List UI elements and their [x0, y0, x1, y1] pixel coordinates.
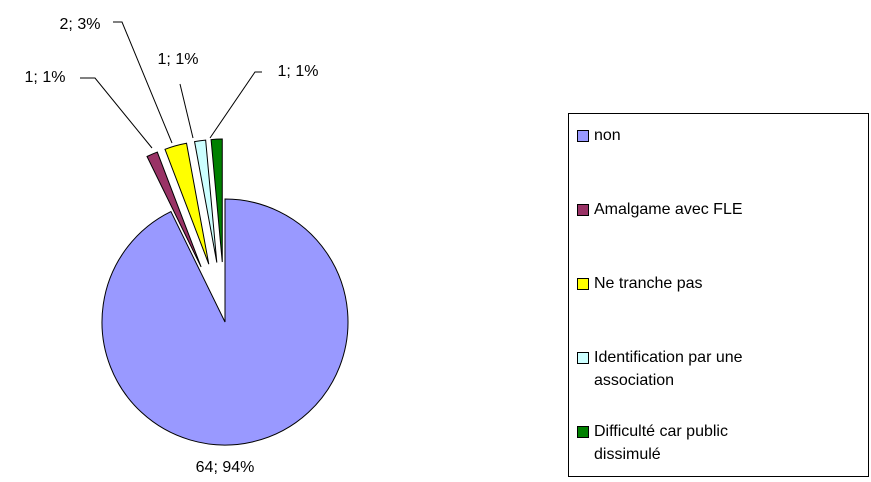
pie-slice	[193, 139, 218, 263]
legend-label: Identification par une association	[594, 349, 743, 389]
legend-swatch	[577, 278, 589, 290]
legend-swatch	[577, 130, 589, 142]
data-label: 1; 1%	[158, 51, 199, 68]
legend-swatch	[577, 426, 589, 438]
legend-label: non	[594, 127, 621, 144]
legend: non Amalgame avec FLE Ne tranche pas Identi…	[568, 113, 869, 477]
legend-label: Ne tranche pas	[594, 275, 703, 292]
data-label: 2; 3%	[60, 16, 101, 33]
pie-slice	[210, 138, 223, 263]
pie-slice	[164, 142, 210, 265]
legend-entry: Amalgame avec FLE	[577, 198, 774, 221]
legend-swatch	[577, 352, 589, 364]
legend-entry: Ne tranche pas	[577, 272, 774, 295]
legend-swatch	[577, 204, 589, 216]
pie-slice	[146, 151, 202, 268]
legend-entry: Identification par une association	[577, 346, 774, 392]
leader-line	[179, 83, 194, 139]
data-label: 64; 94%	[196, 459, 255, 476]
legend-entry: non	[577, 124, 774, 147]
data-label: 1; 1%	[25, 69, 66, 86]
leader-line	[113, 21, 173, 144]
legend-label: Difficulté car public dissimulé	[594, 423, 728, 463]
legend-entry: Difficulté car public dissimulé	[577, 420, 774, 466]
leader-line	[80, 77, 153, 149]
data-label: 1; 1%	[278, 63, 319, 80]
leader-line	[209, 71, 262, 139]
legend-label: Amalgame avec FLE	[594, 201, 743, 218]
pie-slice	[101, 198, 349, 446]
